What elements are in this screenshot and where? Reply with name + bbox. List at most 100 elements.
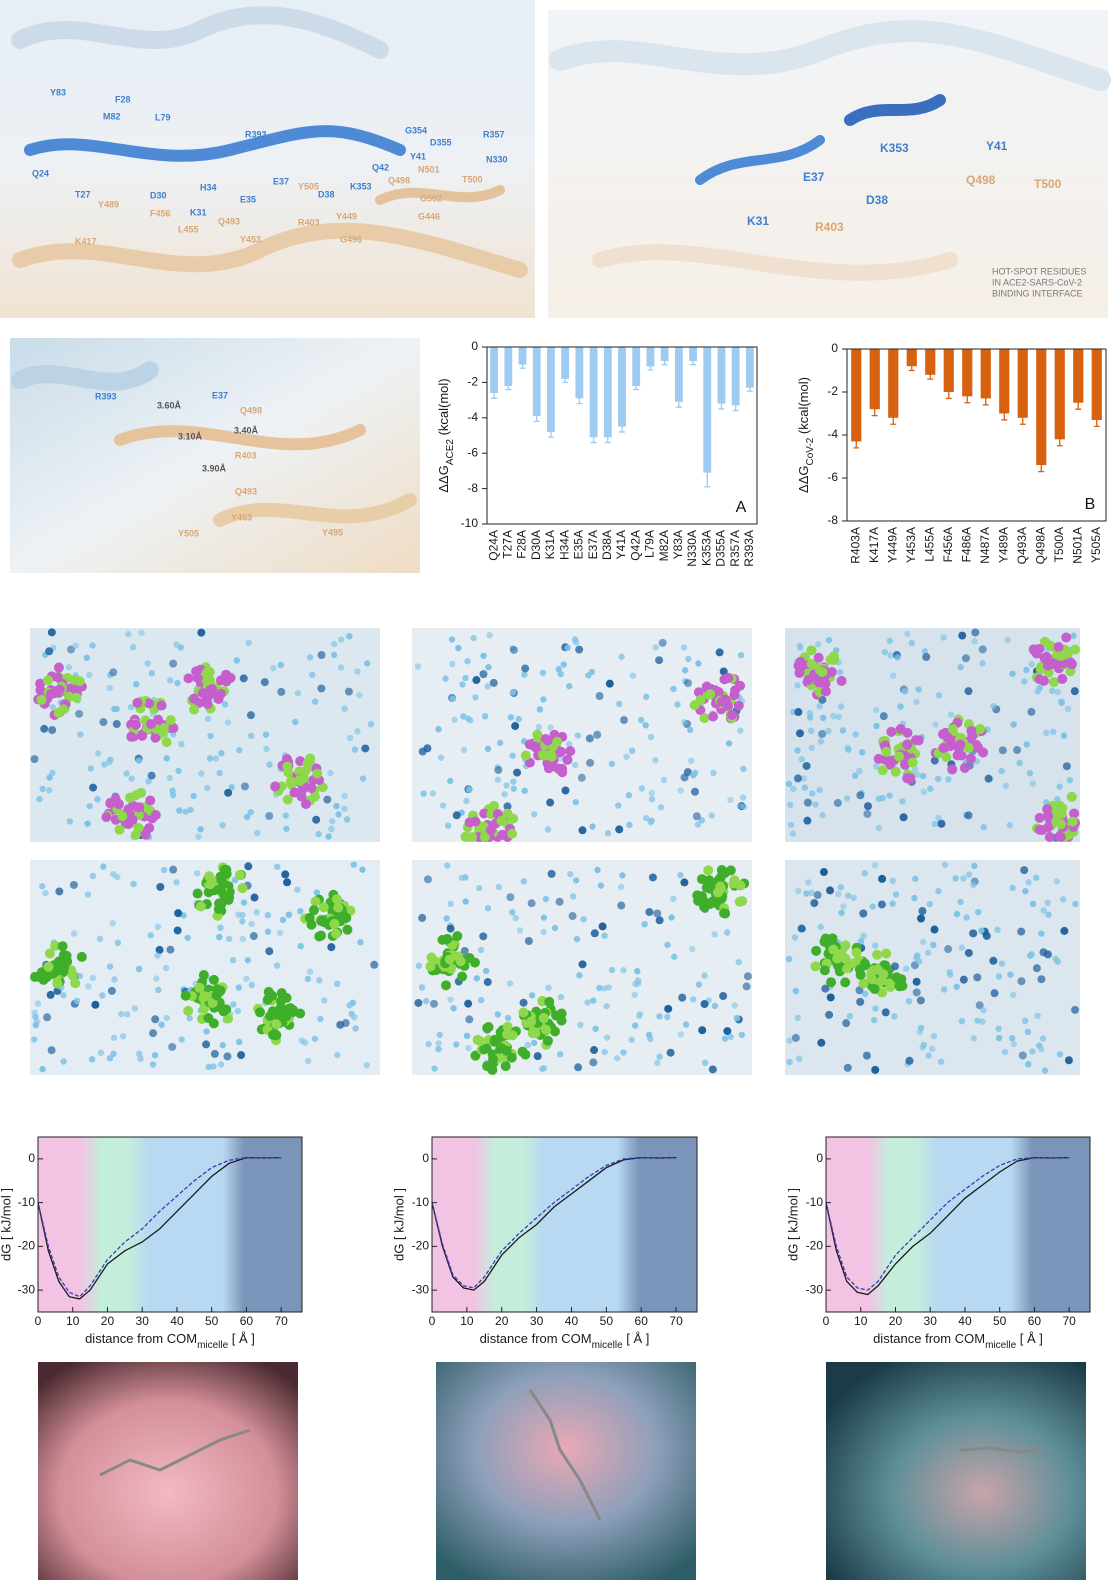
bead	[981, 824, 987, 830]
bead	[804, 799, 812, 807]
bead	[497, 740, 503, 746]
bead	[254, 909, 260, 915]
bar	[1036, 349, 1046, 465]
bead	[911, 895, 917, 901]
bead	[419, 748, 427, 756]
bead	[716, 648, 724, 656]
x-tick-label: 60	[1028, 1314, 1042, 1328]
bead	[244, 862, 252, 870]
bead	[653, 909, 661, 917]
bead	[671, 954, 677, 960]
x-tick-label: L455A	[922, 527, 936, 562]
bead	[971, 863, 977, 869]
bead	[1050, 729, 1056, 735]
bead	[980, 1007, 986, 1013]
bead	[688, 758, 694, 764]
y-axis-label: dG [ kJ/mol ]	[391, 1188, 406, 1261]
bead	[1049, 688, 1055, 694]
bead	[586, 759, 594, 767]
bead	[1013, 746, 1021, 754]
bead	[870, 903, 876, 909]
bead	[248, 921, 254, 927]
cluster-bead	[891, 767, 901, 777]
bead	[423, 998, 429, 1004]
bead	[226, 936, 232, 942]
bead	[920, 939, 926, 945]
bead	[567, 871, 573, 877]
bead	[925, 950, 931, 956]
cluster-bead	[216, 874, 226, 884]
bead	[1025, 879, 1031, 885]
y-tick-label: -4	[827, 427, 838, 441]
bead	[509, 909, 515, 915]
x-tick-label: 70	[274, 1314, 288, 1328]
bead	[331, 641, 337, 647]
cluster-bead	[539, 1013, 549, 1023]
cluster-bead	[470, 817, 480, 827]
bead	[602, 1049, 608, 1055]
bead	[266, 761, 272, 767]
x-tick-label: Q493A	[1015, 527, 1029, 564]
bead	[808, 728, 814, 734]
x-tick-label: F486A	[959, 527, 973, 562]
bead	[909, 640, 915, 646]
bead	[816, 787, 822, 793]
bead	[510, 778, 516, 784]
bead	[486, 632, 492, 638]
bead	[254, 830, 260, 836]
bead	[1025, 1029, 1031, 1035]
bead	[176, 807, 182, 813]
bead	[1007, 971, 1013, 977]
bead	[827, 993, 835, 1001]
bead	[312, 698, 318, 704]
bead	[87, 803, 93, 809]
bead	[850, 895, 856, 901]
bead	[596, 692, 604, 700]
bead	[792, 934, 798, 940]
cluster-bead	[794, 668, 804, 678]
cluster-bead	[306, 783, 316, 793]
bead	[485, 664, 491, 670]
bead	[298, 943, 304, 949]
residue-label: H34	[200, 182, 217, 192]
bead	[46, 774, 52, 780]
bead	[1042, 1067, 1048, 1073]
bead	[152, 1052, 158, 1058]
bead	[144, 660, 150, 666]
bead	[845, 892, 851, 898]
bead	[840, 903, 846, 909]
bead	[541, 914, 547, 920]
bead	[66, 664, 72, 670]
cluster-bead	[813, 676, 823, 686]
bead	[123, 770, 129, 776]
residue-label: F28	[115, 94, 131, 104]
bead	[656, 1054, 662, 1060]
cluster-bead	[441, 980, 451, 990]
cluster-bead	[720, 908, 730, 918]
cluster-bead	[726, 865, 736, 875]
bead	[558, 994, 564, 1000]
cluster-bead	[101, 812, 111, 822]
bead	[174, 680, 180, 686]
bead	[197, 826, 203, 832]
bead	[973, 973, 981, 981]
cluster-bead	[908, 758, 918, 768]
residue-label: F456	[150, 208, 171, 218]
bead	[584, 999, 590, 1005]
cluster-bead	[817, 667, 827, 677]
x-tick-label: 40	[958, 1314, 972, 1328]
label-part: distance from COM	[85, 1331, 197, 1346]
bead	[219, 822, 225, 828]
bead	[786, 956, 792, 962]
bead	[645, 908, 653, 916]
x-tick-label: 30	[136, 1314, 150, 1328]
cluster-bead	[892, 972, 902, 982]
bead	[1065, 1056, 1073, 1064]
bead	[283, 826, 289, 832]
bead	[48, 628, 56, 636]
y-tick-label: -10	[18, 1195, 36, 1209]
cluster-bead	[1068, 817, 1078, 827]
residue-label: 3.60Å	[157, 400, 182, 410]
bead	[1056, 784, 1062, 790]
bead	[274, 962, 280, 968]
